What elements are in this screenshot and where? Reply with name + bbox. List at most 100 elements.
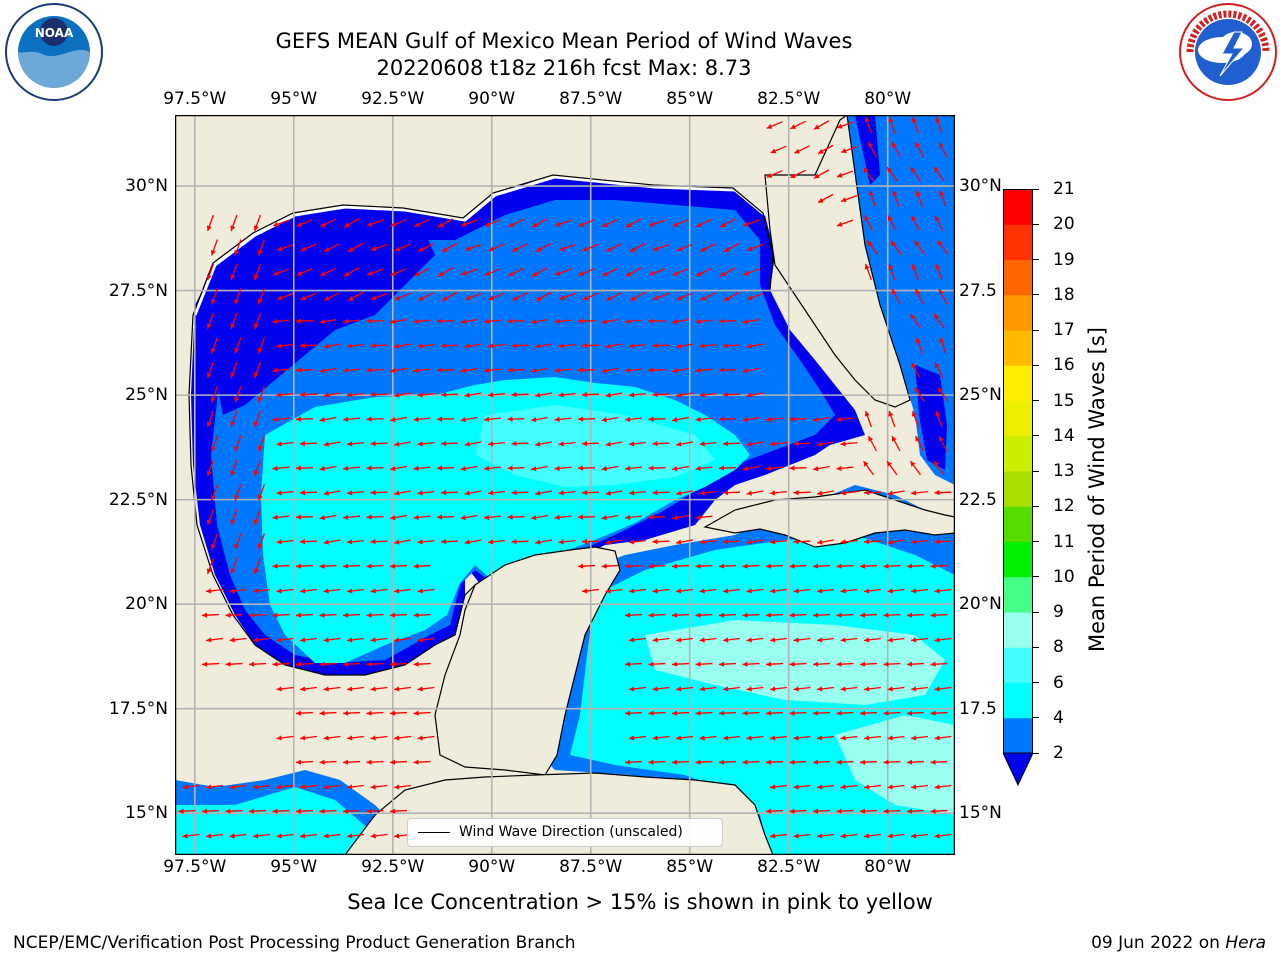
wind-wave-arrow xyxy=(742,710,760,716)
wind-wave-arrow xyxy=(840,588,858,594)
wind-wave-arrow xyxy=(577,563,596,569)
wind-wave-arrow xyxy=(742,612,760,618)
wind-wave-arrow xyxy=(859,808,878,814)
wind-wave-arrow xyxy=(234,533,242,550)
wind-wave-arrow xyxy=(389,612,408,618)
wind-wave-arrow xyxy=(464,292,482,301)
footer-date-text: 09 Jun 2022 on xyxy=(1091,933,1226,953)
wind-wave-arrow xyxy=(859,563,878,569)
wind-wave-arrow xyxy=(253,214,262,232)
wind-wave-arrow xyxy=(276,243,294,252)
wind-wave-arrow xyxy=(460,367,478,374)
caribbean-water-pale-2 xyxy=(835,715,955,815)
wind-wave-arrow xyxy=(230,557,238,575)
lat-tick-left: 27.5°N xyxy=(108,280,168,301)
wind-wave-arrow xyxy=(769,637,788,643)
wind-wave-arrow xyxy=(342,563,361,569)
lon-tick-top: 97.5°W xyxy=(163,89,227,109)
colorbar-tick-mark xyxy=(1033,576,1039,578)
wind-wave-arrow xyxy=(436,416,455,422)
wind-wave-arrow xyxy=(394,292,411,301)
wind-wave-arrow xyxy=(342,318,361,324)
wind-wave-arrow xyxy=(346,539,365,545)
lat-tick-right: 15°N xyxy=(959,803,1002,824)
wind-wave-arrow xyxy=(253,263,262,281)
wind-wave-arrow xyxy=(652,539,670,545)
wind-wave-arrow xyxy=(554,219,572,227)
wind-wave-arrow xyxy=(370,243,388,252)
wind-wave-arrow xyxy=(370,441,388,447)
wind-wave-arrow xyxy=(718,612,737,618)
colorbar-tick-label: 8 xyxy=(1053,637,1064,658)
wind-wave-arrow xyxy=(934,833,952,839)
wind-wave-arrow xyxy=(793,490,811,496)
wind-wave-arrow xyxy=(347,291,364,302)
wind-wave-arrow xyxy=(389,661,408,667)
wind-wave-arrow xyxy=(323,490,341,496)
wind-wave-arrow xyxy=(346,441,365,447)
wind-wave-arrow xyxy=(606,243,622,252)
wind-wave-arrow xyxy=(299,833,318,839)
wind-wave-arrow xyxy=(910,362,921,378)
wind-wave-arrow xyxy=(793,539,811,545)
wind-wave-arrow xyxy=(464,392,482,398)
wind-wave-arrow xyxy=(934,686,952,692)
wind-wave-arrow xyxy=(389,808,408,814)
wind-wave-arrow xyxy=(746,539,764,545)
wind-wave-arrow xyxy=(863,784,882,790)
wind-wave-arrow xyxy=(676,490,693,496)
wind-wave-arrow xyxy=(394,243,411,252)
wind-wave-arrow xyxy=(484,219,501,227)
wind-wave-arrow xyxy=(347,242,364,253)
wind-wave-arrow xyxy=(836,612,854,618)
wind-wave-arrow xyxy=(789,465,807,471)
wind-wave-arrow xyxy=(793,686,811,692)
wind-wave-arrow xyxy=(910,637,929,643)
wind-wave-arrow xyxy=(230,361,238,379)
wind-wave-arrow xyxy=(487,441,506,447)
wind-wave-arrow xyxy=(742,318,760,325)
wind-wave-arrow xyxy=(460,514,478,521)
wind-wave-arrow xyxy=(718,759,737,765)
wind-wave-arrow xyxy=(295,612,314,618)
wind-wave-arrow xyxy=(719,218,736,228)
wind-wave-arrow xyxy=(366,416,384,422)
wind-wave-arrow xyxy=(366,759,384,765)
wind-wave-arrow xyxy=(346,588,365,594)
wind-wave-arrow xyxy=(206,312,215,330)
wind-wave-arrow xyxy=(295,367,314,373)
wind-wave-arrow xyxy=(389,759,408,765)
wind-wave-arrow xyxy=(913,387,926,402)
wind-wave-arrow xyxy=(723,291,740,302)
wind-wave-arrow xyxy=(393,686,412,692)
wind-wave-arrow xyxy=(789,563,807,569)
wind-wave-arrow xyxy=(319,710,337,716)
wind-wave-arrow xyxy=(883,759,901,765)
map-frame xyxy=(174,114,956,856)
wind-wave-arrow xyxy=(817,144,834,155)
wind-wave-arrow xyxy=(295,514,314,520)
wind-wave-arrow xyxy=(722,539,741,545)
wind-wave-arrow xyxy=(210,484,219,501)
wind-wave-arrow xyxy=(628,441,647,447)
wind-wave-arrow xyxy=(417,686,435,692)
wind-wave-arrow xyxy=(346,392,365,398)
wind-wave-arrow xyxy=(934,362,944,378)
wind-wave-arrow xyxy=(253,557,262,575)
wind-wave-arrow xyxy=(418,292,434,301)
wind-wave-arrow xyxy=(624,661,643,667)
wind-wave-arrow xyxy=(257,386,266,403)
wind-wave-arrow xyxy=(581,490,600,496)
wind-wave-arrow xyxy=(230,312,238,330)
colorbar-segment xyxy=(1003,330,1033,366)
svg-text:NOAA: NOAA xyxy=(35,26,74,40)
wind-wave-arrow xyxy=(696,218,712,228)
wind-wave-arrow xyxy=(182,833,200,839)
wind-wave-arrow xyxy=(342,759,361,765)
wind-wave-arrow xyxy=(272,416,290,422)
wind-wave-arrow xyxy=(342,465,361,471)
wind-wave-arrow xyxy=(915,337,924,354)
wind-wave-arrow xyxy=(487,343,506,349)
wind-wave-arrow xyxy=(672,367,689,374)
wind-wave-direction-arrows xyxy=(178,116,952,839)
